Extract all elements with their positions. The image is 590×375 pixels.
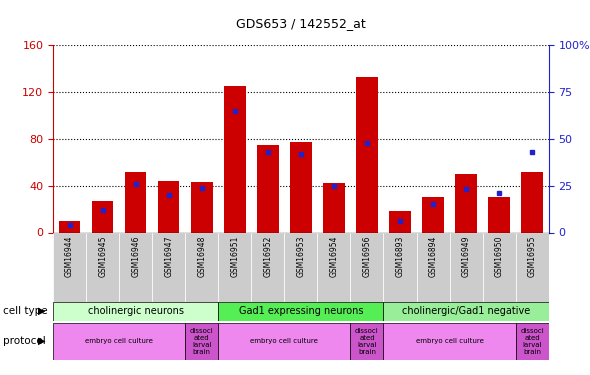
- FancyBboxPatch shape: [384, 322, 516, 360]
- Bar: [522, 172, 543, 232]
- Bar: [59, 221, 80, 232]
- FancyBboxPatch shape: [450, 232, 483, 302]
- Bar: [422, 197, 444, 232]
- Bar: [489, 197, 510, 232]
- Bar: [125, 172, 146, 232]
- Bar: [92, 201, 113, 232]
- FancyBboxPatch shape: [483, 232, 516, 302]
- FancyBboxPatch shape: [218, 322, 350, 360]
- Text: GSM16955: GSM16955: [527, 236, 537, 278]
- Bar: [290, 142, 312, 232]
- FancyBboxPatch shape: [384, 232, 417, 302]
- FancyBboxPatch shape: [185, 232, 218, 302]
- FancyBboxPatch shape: [350, 232, 384, 302]
- FancyBboxPatch shape: [119, 232, 152, 302]
- Text: dissoci
ated
larval
brain: dissoci ated larval brain: [520, 328, 544, 355]
- FancyBboxPatch shape: [417, 232, 450, 302]
- FancyBboxPatch shape: [350, 322, 384, 360]
- FancyBboxPatch shape: [516, 322, 549, 360]
- Text: GSM16948: GSM16948: [197, 236, 206, 278]
- FancyBboxPatch shape: [384, 302, 549, 321]
- Text: embryo cell culture: embryo cell culture: [250, 338, 319, 344]
- Text: GSM16954: GSM16954: [329, 236, 339, 278]
- Text: protocol: protocol: [3, 336, 45, 346]
- FancyBboxPatch shape: [218, 302, 384, 321]
- Text: GSM16953: GSM16953: [296, 236, 306, 278]
- FancyBboxPatch shape: [53, 322, 185, 360]
- Text: cholinergic/Gad1 negative: cholinergic/Gad1 negative: [402, 306, 530, 316]
- Text: GSM16945: GSM16945: [98, 236, 107, 278]
- FancyBboxPatch shape: [53, 302, 218, 321]
- Text: dissoci
ated
larval
brain: dissoci ated larval brain: [190, 328, 214, 355]
- FancyBboxPatch shape: [185, 322, 218, 360]
- Text: embryo cell culture: embryo cell culture: [415, 338, 484, 344]
- Bar: [455, 174, 477, 232]
- Bar: [389, 211, 411, 232]
- Text: GSM16956: GSM16956: [362, 236, 372, 278]
- Text: GSM16947: GSM16947: [164, 236, 173, 278]
- FancyBboxPatch shape: [284, 232, 317, 302]
- Text: GSM16894: GSM16894: [428, 236, 438, 278]
- Text: GSM16951: GSM16951: [230, 236, 240, 278]
- Text: GSM16949: GSM16949: [461, 236, 471, 278]
- Bar: [257, 145, 278, 232]
- Text: embryo cell culture: embryo cell culture: [85, 338, 153, 344]
- FancyBboxPatch shape: [251, 232, 284, 302]
- Text: GDS653 / 142552_at: GDS653 / 142552_at: [236, 17, 366, 30]
- Text: GSM16946: GSM16946: [131, 236, 140, 278]
- Bar: [191, 182, 212, 232]
- Bar: [323, 183, 345, 232]
- Text: GSM16952: GSM16952: [263, 236, 273, 278]
- FancyBboxPatch shape: [317, 232, 350, 302]
- FancyBboxPatch shape: [152, 232, 185, 302]
- Bar: [224, 86, 245, 232]
- FancyBboxPatch shape: [86, 232, 119, 302]
- FancyBboxPatch shape: [53, 232, 86, 302]
- Text: GSM16944: GSM16944: [65, 236, 74, 278]
- Bar: [356, 76, 378, 232]
- Bar: [158, 181, 179, 232]
- Text: cholinergic neurons: cholinergic neurons: [88, 306, 183, 316]
- Text: ▶: ▶: [38, 306, 46, 316]
- FancyBboxPatch shape: [516, 232, 549, 302]
- FancyBboxPatch shape: [218, 232, 251, 302]
- Text: GSM16950: GSM16950: [494, 236, 504, 278]
- Text: ▶: ▶: [38, 336, 46, 346]
- Text: Gad1 expressing neurons: Gad1 expressing neurons: [238, 306, 363, 316]
- Text: cell type: cell type: [3, 306, 48, 316]
- Text: GSM16893: GSM16893: [395, 236, 405, 278]
- Text: dissoci
ated
larval
brain: dissoci ated larval brain: [355, 328, 379, 355]
